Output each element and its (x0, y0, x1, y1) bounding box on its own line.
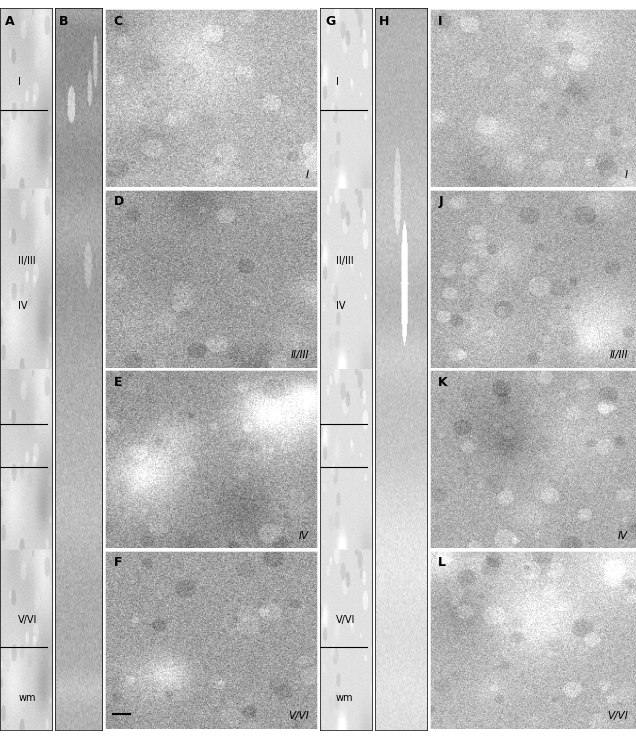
Text: II/III: II/III (18, 255, 36, 266)
Text: K: K (438, 376, 448, 389)
Text: IV: IV (336, 301, 345, 311)
Text: E: E (113, 376, 122, 389)
Text: I: I (18, 77, 21, 87)
Text: I: I (306, 170, 309, 180)
Text: V/VI: V/VI (336, 615, 355, 625)
Text: II/III: II/III (336, 255, 354, 266)
Text: wm: wm (18, 692, 36, 703)
Text: L: L (438, 556, 446, 569)
Text: G: G (325, 15, 336, 28)
Text: IV: IV (618, 531, 628, 541)
Text: II/III: II/III (609, 351, 628, 360)
Text: I: I (438, 15, 443, 28)
Text: H: H (379, 15, 390, 28)
Text: V/VI: V/VI (607, 711, 628, 722)
Text: I: I (625, 170, 628, 180)
Text: C: C (113, 15, 123, 28)
Text: IV: IV (18, 301, 28, 311)
Text: V/VI: V/VI (18, 615, 38, 625)
Text: B: B (59, 15, 68, 28)
Text: IV: IV (299, 531, 309, 541)
Text: wm: wm (336, 692, 353, 703)
Text: V/VI: V/VI (288, 711, 309, 722)
Text: F: F (113, 556, 122, 569)
Text: II/III: II/III (291, 351, 309, 360)
Text: D: D (113, 196, 124, 208)
Text: A: A (5, 15, 15, 28)
Text: J: J (438, 196, 443, 208)
Text: I: I (336, 77, 338, 87)
